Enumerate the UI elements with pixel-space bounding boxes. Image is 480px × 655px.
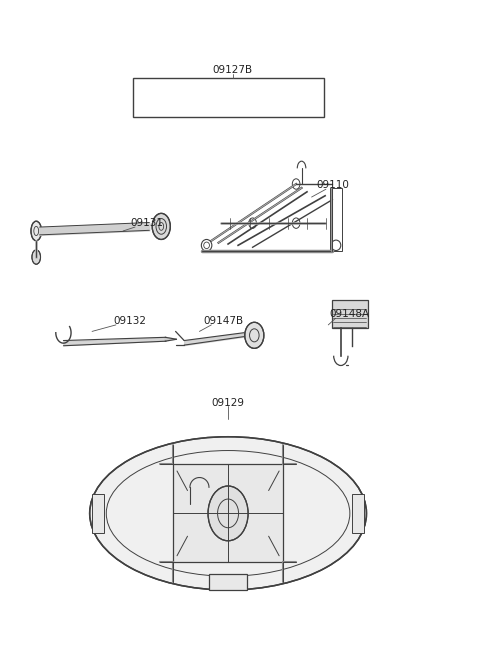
- Text: 09129: 09129: [212, 398, 245, 407]
- Circle shape: [292, 218, 300, 229]
- Bar: [330, 188, 342, 251]
- Text: 09131: 09131: [131, 218, 164, 228]
- Text: 09132: 09132: [114, 316, 147, 326]
- Circle shape: [249, 218, 256, 229]
- Bar: [92, 494, 104, 533]
- Text: 09110: 09110: [317, 180, 349, 191]
- Ellipse shape: [90, 437, 366, 590]
- Ellipse shape: [152, 214, 170, 240]
- Circle shape: [292, 179, 300, 189]
- Circle shape: [245, 322, 264, 348]
- Text: 09127B: 09127B: [213, 65, 253, 75]
- Text: 09148A: 09148A: [330, 309, 370, 320]
- Bar: [209, 574, 247, 590]
- Bar: [332, 300, 368, 328]
- Bar: [352, 494, 364, 533]
- Ellipse shape: [32, 250, 40, 264]
- Bar: [132, 79, 324, 117]
- Text: 09147B: 09147B: [203, 316, 243, 326]
- Polygon shape: [165, 337, 177, 341]
- Ellipse shape: [31, 221, 41, 241]
- Bar: [173, 464, 283, 562]
- Circle shape: [208, 486, 248, 541]
